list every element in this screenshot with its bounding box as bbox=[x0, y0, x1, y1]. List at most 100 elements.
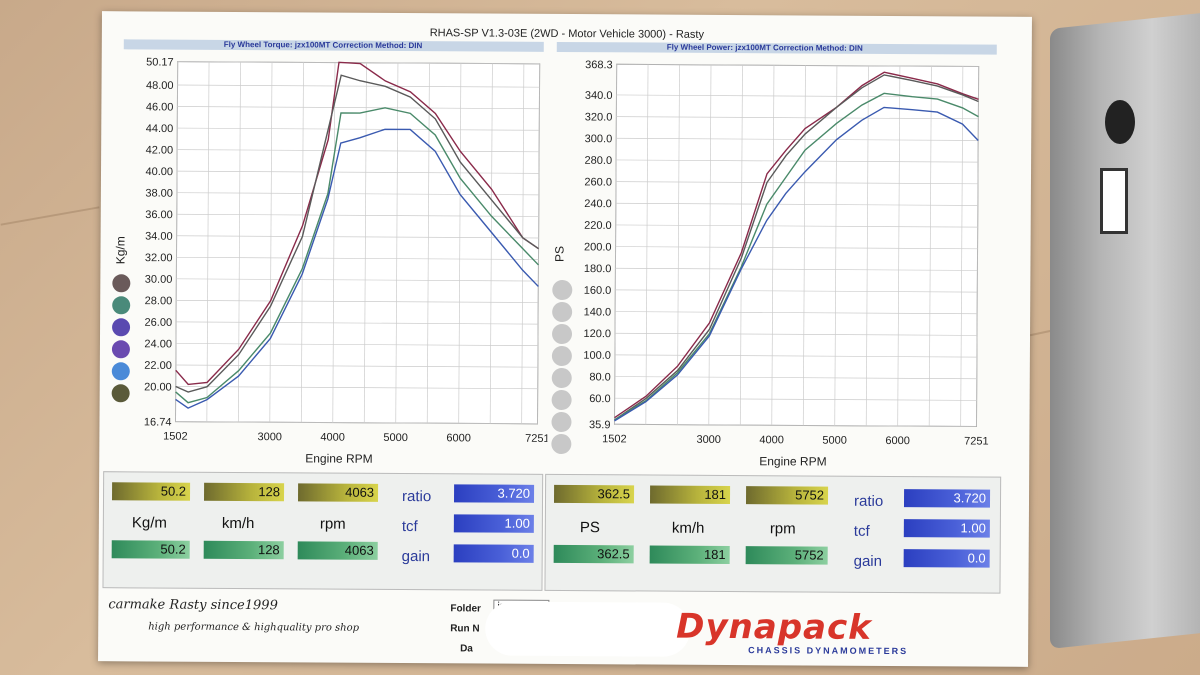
grid-line bbox=[426, 63, 430, 424]
grid-line bbox=[802, 65, 806, 426]
ytick-label: 260.0 bbox=[584, 176, 612, 188]
left-unit-0: Kg/m bbox=[131, 514, 167, 532]
run-toggle-dot bbox=[551, 367, 572, 389]
grid-line bbox=[332, 62, 336, 423]
xtick-label: 5000 bbox=[383, 432, 408, 444]
ytick-label: 36.00 bbox=[145, 209, 173, 221]
left-readout-panel: 50.2 128 4063 Kg/m km/h rpm 50.2 128 406… bbox=[102, 471, 544, 591]
ytick-label: 80.0 bbox=[589, 371, 610, 383]
series-line-3 bbox=[614, 106, 979, 422]
grid-line bbox=[237, 62, 241, 423]
xtick-label: 3000 bbox=[696, 434, 721, 446]
ytick-label: 26.00 bbox=[145, 317, 173, 329]
run-label: Run N bbox=[450, 623, 480, 635]
grid-line bbox=[175, 386, 538, 390]
grid-line bbox=[897, 66, 901, 427]
grid-line bbox=[395, 62, 399, 423]
ytick-label: 35.9 bbox=[589, 419, 610, 431]
grid-line bbox=[616, 63, 979, 67]
grid-line bbox=[177, 149, 540, 153]
left-bot-val-0: 50.2 bbox=[111, 540, 190, 559]
left-top-val-1: 128 bbox=[204, 482, 285, 502]
grid-line bbox=[175, 61, 179, 422]
ytick-label: 320.0 bbox=[585, 111, 613, 123]
run-color-dot bbox=[112, 274, 131, 293]
xtick-label: 6000 bbox=[446, 432, 471, 444]
grid-line bbox=[615, 224, 978, 228]
run-color-dot bbox=[111, 340, 130, 359]
ytick-label: 44.00 bbox=[146, 123, 174, 135]
grid-line bbox=[614, 397, 977, 401]
dynapack-logo: Dynapack bbox=[676, 606, 872, 648]
run-toggle-dot bbox=[552, 279, 573, 301]
left-unit-2: rpm bbox=[319, 515, 346, 533]
xtick-label: 5000 bbox=[822, 435, 847, 447]
left-label-tcf: tcf bbox=[401, 518, 418, 536]
right-unit-1: km/h bbox=[671, 519, 705, 537]
grid-line bbox=[865, 65, 869, 426]
run-toggle-dot bbox=[551, 411, 572, 433]
right-bot-val-1: 181 bbox=[649, 545, 730, 565]
xtick-label: 1502 bbox=[602, 433, 627, 445]
grid-line bbox=[960, 66, 964, 427]
left-tcf-val: 1.00 bbox=[453, 514, 534, 533]
ytick-label: 280.0 bbox=[585, 155, 613, 167]
rasty-tagline: high performance & highquality pro shop bbox=[148, 621, 360, 634]
ytick-label: 220.0 bbox=[584, 220, 612, 232]
right-bot-val-0: 362.5 bbox=[553, 544, 634, 564]
grid-line bbox=[645, 64, 649, 425]
grid-line bbox=[300, 62, 304, 423]
grid-line bbox=[615, 267, 978, 271]
grid-line bbox=[834, 65, 838, 426]
grid-line bbox=[521, 63, 525, 424]
grid-line bbox=[615, 181, 978, 185]
xtick-label: 4000 bbox=[759, 434, 784, 446]
ytick-label: 140.0 bbox=[584, 306, 612, 318]
left-top-val-0: 50.2 bbox=[112, 482, 191, 501]
left-top-val-2: 4063 bbox=[298, 483, 379, 502]
ytick-label: 42.00 bbox=[146, 144, 174, 156]
ytick-label: 120.0 bbox=[583, 328, 611, 340]
run-color-dot bbox=[111, 384, 130, 403]
grid-line bbox=[615, 202, 978, 206]
ytick-label: 38.00 bbox=[145, 187, 173, 199]
right-top-val-0: 362.5 bbox=[553, 484, 635, 504]
sheet-footer: carmake Rasty since1999 high performance… bbox=[108, 591, 1013, 659]
series-line-3 bbox=[175, 128, 539, 409]
power-xlabel: Engine RPM bbox=[759, 454, 826, 468]
grid-line bbox=[458, 63, 462, 424]
ytick-label: 368.3 bbox=[585, 59, 613, 71]
grid-line bbox=[269, 62, 273, 423]
grid-line bbox=[177, 61, 540, 65]
grid-line bbox=[175, 421, 538, 425]
grid-line bbox=[708, 64, 712, 425]
left-label-gain: gain bbox=[401, 548, 431, 566]
run-toggle-dot bbox=[551, 345, 572, 367]
grid-line bbox=[615, 311, 978, 315]
grid-line bbox=[739, 65, 743, 426]
right-label-gain: gain bbox=[853, 552, 883, 570]
grid-line bbox=[616, 137, 979, 141]
ytick-label: 28.00 bbox=[145, 295, 173, 307]
ytick-label: 30.00 bbox=[145, 274, 173, 286]
wood-grain bbox=[0, 206, 100, 226]
plot-area bbox=[174, 61, 541, 425]
run-color-dot bbox=[111, 362, 130, 381]
run-toggle-dot bbox=[551, 389, 572, 411]
grid-line bbox=[615, 246, 978, 250]
series-line-0 bbox=[614, 71, 979, 419]
grid-line bbox=[177, 106, 540, 110]
grid-line bbox=[928, 66, 932, 427]
ytick-label: 200.0 bbox=[584, 241, 612, 253]
grid-line bbox=[175, 343, 538, 347]
grid-line bbox=[176, 235, 539, 239]
ytick-label: 22.00 bbox=[144, 360, 172, 372]
grid-line bbox=[614, 354, 977, 358]
torque-xlabel: Engine RPM bbox=[305, 451, 372, 465]
grid-line bbox=[363, 62, 367, 423]
redaction-blob bbox=[485, 601, 691, 657]
left-bot-val-1: 128 bbox=[203, 540, 284, 560]
series-line-1 bbox=[175, 74, 539, 393]
run-toggle-dot bbox=[551, 433, 572, 455]
grid-line bbox=[176, 300, 539, 303]
